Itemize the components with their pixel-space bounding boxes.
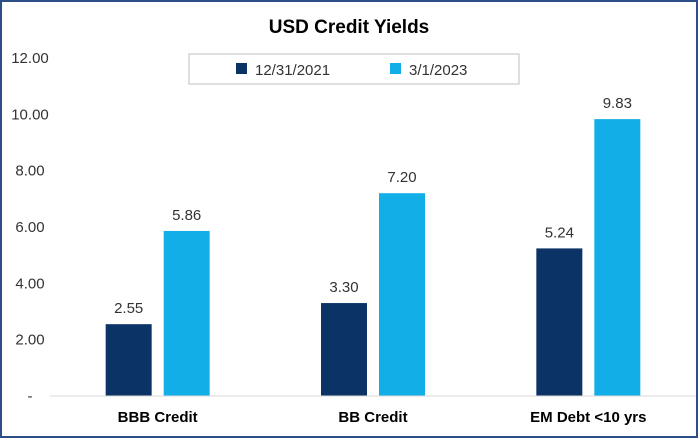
y-axis: - 2.00 4.00 6.00 8.00 10.00 12.00 (11, 50, 49, 405)
bar-series-2 (594, 119, 641, 396)
legend-swatch-series-1 (236, 63, 247, 74)
bar-series-1 (105, 324, 152, 396)
y-tick-label: 8.00 (15, 163, 44, 180)
data-label: 5.24 (545, 224, 574, 241)
data-labels: 2.55 5.86 3.30 7.20 5.24 9.83 (114, 95, 632, 317)
x-axis: BBB Credit BB Credit EM Debt <10 yrs (50, 395, 696, 426)
data-label: 5.86 (172, 207, 201, 224)
legend: 12/31/2021 3/1/2023 (188, 53, 520, 85)
legend-label-series-2: 3/1/2023 (409, 62, 467, 79)
bar-series-1 (321, 303, 367, 396)
bar-series-1 (536, 248, 583, 396)
y-tick-label: 6.00 (15, 219, 44, 236)
legend-label-series-1: 12/31/2021 (255, 62, 330, 79)
y-tick-label: - (28, 388, 33, 405)
y-tick-label: 4.00 (15, 275, 44, 292)
category-label: BB Credit (338, 409, 407, 426)
category-label: BBB Credit (118, 409, 198, 426)
y-tick-label: 2.00 (15, 332, 44, 349)
bar-series-2 (163, 230, 210, 396)
y-tick-label: 12.00 (11, 50, 49, 67)
data-label: 9.83 (603, 95, 632, 112)
bars (105, 119, 641, 396)
y-tick-label: 10.00 (11, 106, 49, 123)
legend-swatch-series-2 (390, 63, 401, 74)
data-label: 2.55 (114, 300, 143, 317)
chart-title: USD Credit Yields (269, 17, 430, 38)
bar-series-2 (379, 193, 425, 396)
data-label: 7.20 (387, 169, 416, 186)
category-label: EM Debt <10 yrs (530, 409, 646, 426)
data-label: 3.30 (329, 279, 358, 296)
